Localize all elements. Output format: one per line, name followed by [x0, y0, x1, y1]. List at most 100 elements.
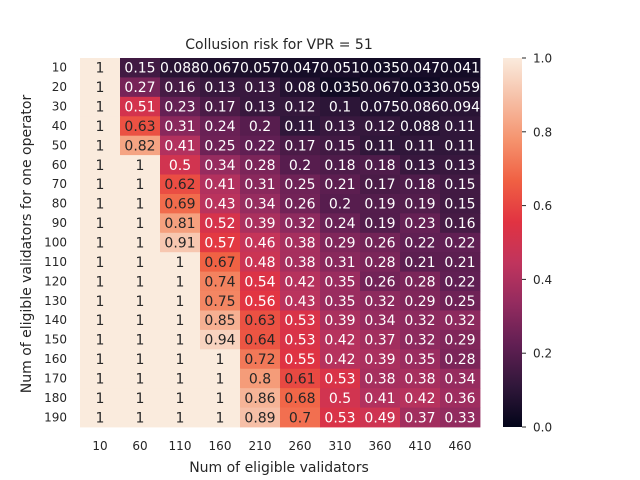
heatmap-cell	[360, 116, 401, 137]
heatmap-cell	[440, 96, 481, 117]
cell-value-label: 0.28	[444, 352, 475, 368]
cell-value-label: 0.21	[324, 177, 355, 193]
cell-value-label: 0.25	[444, 294, 475, 310]
heatmap-cell	[400, 291, 441, 311]
heatmap-cell	[360, 155, 401, 175]
heatmap-cell	[80, 310, 121, 331]
cell-value-label: 1	[176, 274, 185, 290]
cell-value-label: 0.31	[164, 119, 195, 135]
heatmap-cell	[280, 213, 321, 234]
cell-value-label: 0.42	[284, 274, 315, 290]
cell-value-label: 0.051	[320, 61, 360, 77]
cell-value-label: 0.047	[280, 61, 320, 77]
cell-value-label: 0.094	[440, 100, 480, 116]
cell-value-label: 0.15	[444, 177, 475, 193]
heatmap-cell	[360, 407, 401, 428]
heatmap-cell	[120, 252, 161, 273]
heatmap-cell	[440, 407, 481, 428]
cell-value-label: 0.035	[360, 61, 400, 77]
heatmap-cell	[280, 116, 321, 137]
cell-value-label: 0.19	[364, 216, 395, 232]
cell-value-label: 0.19	[404, 197, 435, 213]
heatmap-cell	[200, 58, 241, 78]
heatmap-cell	[400, 96, 441, 117]
cell-value-label: 0.15	[124, 61, 155, 77]
colorbar-tick-label: 0.4	[533, 273, 552, 287]
heatmap-cell	[80, 291, 121, 311]
heatmap-cell	[320, 329, 361, 350]
heatmap-cell	[80, 58, 121, 78]
colorbar-tick-label: 0.6	[533, 199, 552, 213]
colorbar-tick-label: 0.0	[533, 421, 552, 435]
heatmap-cell	[120, 329, 161, 350]
heatmap-cell	[400, 368, 441, 389]
cell-value-label: 0.08	[284, 80, 315, 96]
heatmap-cell	[440, 77, 481, 98]
y-tick-label: 170	[44, 371, 67, 385]
heatmap-cell	[120, 213, 161, 234]
cell-value-label: 0.41	[364, 391, 395, 407]
heatmap-cell	[440, 252, 481, 273]
cell-value-label: 0.18	[324, 158, 355, 174]
heatmap-cell	[120, 291, 161, 311]
cell-value-label: 0.18	[364, 158, 395, 174]
cell-value-label: 0.63	[124, 119, 155, 135]
heatmap-cell	[80, 155, 121, 175]
x-tick-label: 260	[289, 439, 312, 453]
heatmap-cell	[80, 174, 121, 195]
heatmap-cell	[120, 232, 161, 253]
heatmap-cell	[280, 135, 321, 156]
cell-value-label: 1	[176, 255, 185, 271]
y-tick-label: 140	[44, 313, 67, 327]
cell-value-label: 0.57	[204, 236, 235, 252]
heatmap-cell	[280, 193, 321, 214]
cell-value-label: 0.34	[244, 197, 275, 213]
heatmap-cell	[400, 193, 441, 214]
heatmap-cell	[240, 291, 281, 311]
y-tick-label: 80	[52, 197, 67, 211]
cell-value-label: 0.033	[400, 80, 440, 96]
heatmap-cell	[160, 271, 201, 292]
heatmap-cell	[320, 252, 361, 273]
cell-value-label: 0.34	[444, 371, 475, 387]
y-axis-label: Num of eligible validators for one opera…	[19, 95, 35, 394]
y-axis-ticks: 10 20 30 40 50 60 70 80 90 100 110 120 130 140 150 160 1…	[44, 61, 67, 425]
cell-value-label: 0.89	[244, 410, 275, 426]
heatmap-cell	[240, 135, 281, 156]
cell-value-label: 0.75	[204, 294, 235, 310]
cell-value-label: 1	[96, 410, 105, 426]
heatmap-cell	[320, 116, 361, 137]
cell-value-label: 0.24	[204, 119, 235, 135]
cell-value-label: 0.16	[164, 80, 195, 96]
cell-value-label: 0.067	[360, 80, 400, 96]
cell-value-label: 0.53	[324, 410, 355, 426]
cell-value-label: 0.53	[324, 371, 355, 387]
heatmap-cell	[80, 329, 121, 350]
heatmap-cell	[320, 310, 361, 331]
cell-value-label: 0.2	[329, 197, 351, 213]
heatmap-cell	[400, 232, 441, 253]
cell-value-label: 0.29	[404, 294, 435, 310]
heatmap-cell	[80, 232, 121, 253]
cell-value-label: 1	[96, 352, 105, 368]
cell-value-label: 0.28	[404, 274, 435, 290]
cell-value-label: 1	[176, 352, 185, 368]
cell-value-label: 0.32	[404, 333, 435, 349]
heatmap-cell	[280, 77, 321, 98]
heatmap-cell	[320, 368, 361, 389]
heatmap-cell	[240, 349, 281, 370]
cell-value-label: 1	[176, 371, 185, 387]
heatmap-cell	[360, 329, 401, 350]
heatmap-cell	[200, 252, 241, 273]
heatmap-cell	[360, 368, 401, 389]
cell-value-label: 0.057	[240, 61, 280, 77]
cell-value-label: 1	[96, 216, 105, 232]
cell-value-label: 1	[176, 294, 185, 310]
cell-value-label: 0.56	[244, 294, 275, 310]
heatmap-cell	[160, 135, 201, 156]
heatmap-cell	[200, 116, 241, 137]
cell-value-label: 0.27	[124, 80, 155, 96]
cell-value-label: 1	[96, 255, 105, 271]
heatmap-cell	[440, 329, 481, 350]
heatmap-cell	[440, 291, 481, 311]
